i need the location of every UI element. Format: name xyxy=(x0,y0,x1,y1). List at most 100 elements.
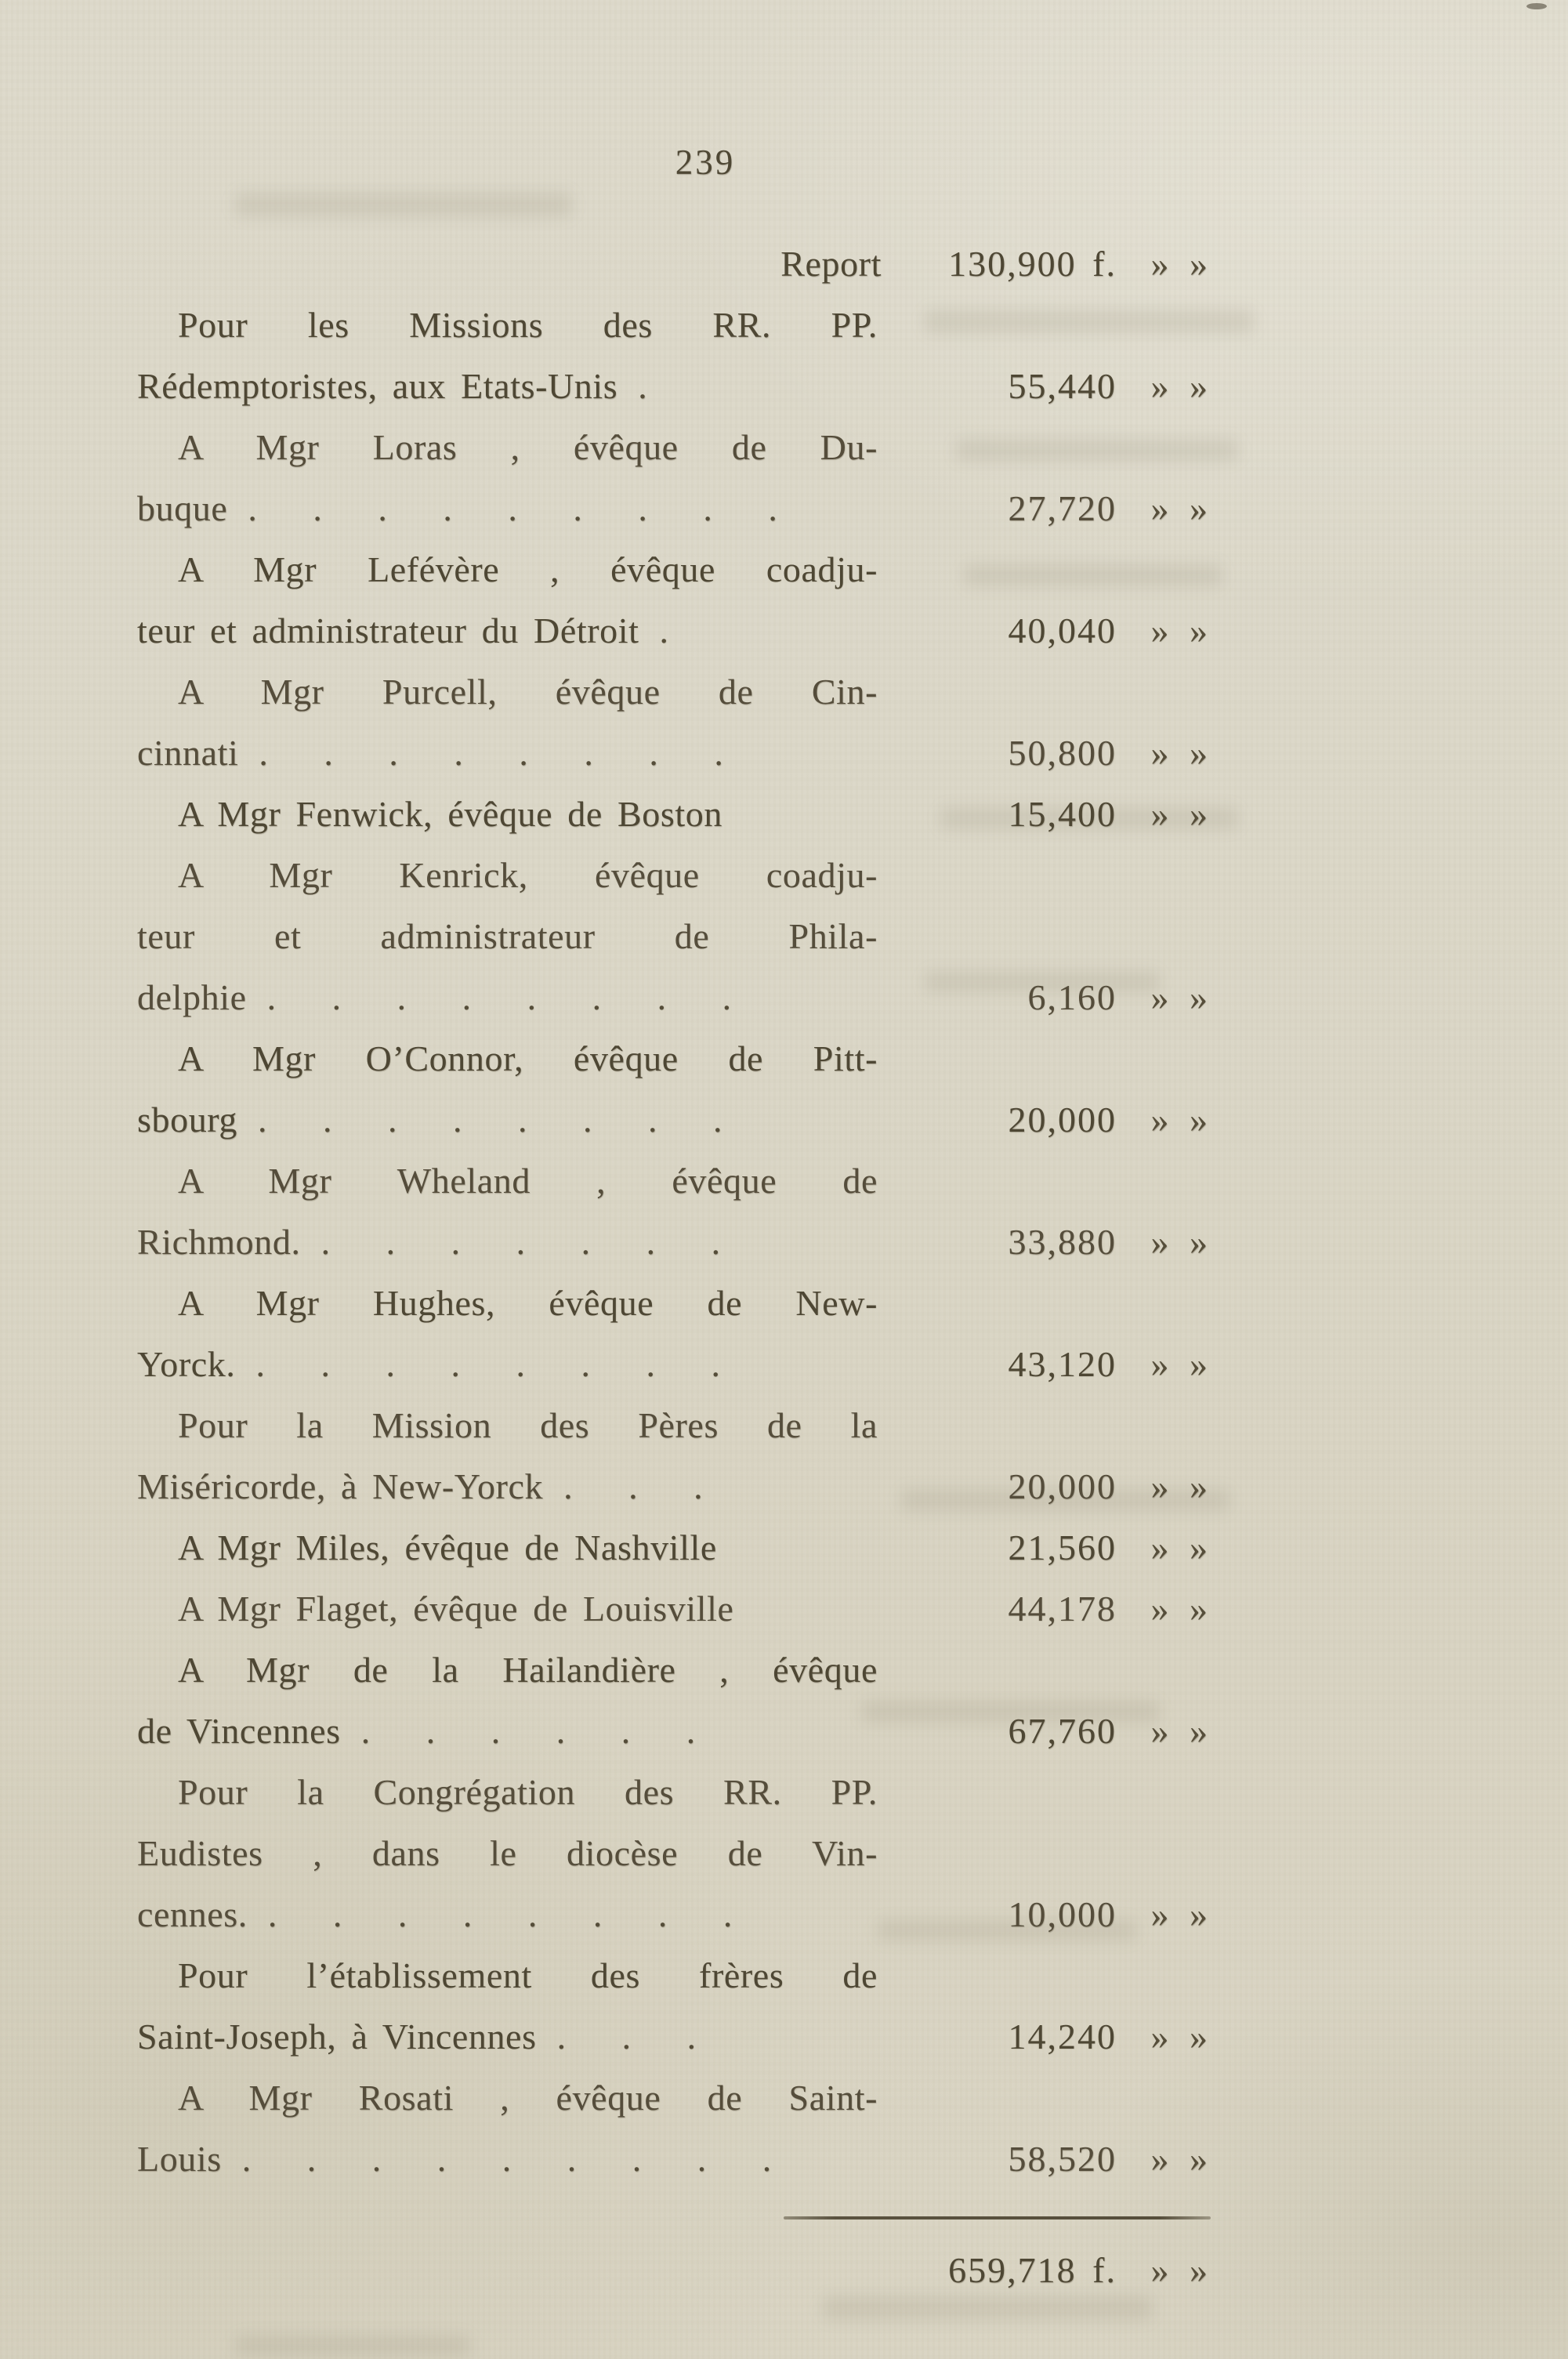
entry-text: A Mgr Miles, évêque de Nashville xyxy=(178,1527,717,1567)
dot-leader: . xyxy=(659,611,669,650)
amount-value: 50,800 xyxy=(1008,733,1117,773)
blank-centimes-marker: » » xyxy=(1150,2017,1211,2056)
entry-line: A Mgr Lefévère , évêque coadju- xyxy=(178,549,878,589)
dot-leader: . . . . . . . . xyxy=(267,1894,733,1934)
entry-line: A Mgr O’Connor, évêque de Pitt- xyxy=(178,1038,878,1078)
entry-line: A Mgr Loras , évêque de Du- xyxy=(178,427,878,467)
amount-value: 20,000 xyxy=(1008,1100,1117,1140)
blank-centimes-marker: » » xyxy=(1150,794,1211,834)
amount-value: 27,720 xyxy=(1008,488,1117,528)
dot-leader: . . . . . . . . . xyxy=(248,488,778,528)
blank-centimes-marker: » » xyxy=(1150,1100,1211,1140)
entry-line: A Mgr Rosati , évêque de Saint- xyxy=(178,2078,878,2118)
ledger-entry: A Mgr Purcell, évêque de Cin-cinnati . . … xyxy=(137,661,1211,784)
amount-value: 44,178 xyxy=(1008,1589,1117,1629)
entry-line: Yorck. . . . . . . . . 43,120 » » xyxy=(137,1334,1211,1395)
blank-centimes-marker: » » xyxy=(1150,1589,1211,1629)
entry-line: A Mgr Hughes, évêque de New- xyxy=(178,1283,878,1323)
dot-leader: . . . . . . . . xyxy=(259,733,724,773)
ledger-entry: A Mgr Flaget, évêque de Louisville 44,178… xyxy=(137,1578,1211,1640)
scan-speck xyxy=(1526,3,1547,9)
total-row: 659,718 f. » » xyxy=(137,2240,1211,2301)
entry-line: cinnati . . . . . . . . 50,800 » » xyxy=(137,723,1211,784)
entry-line: Saint-Joseph, à Vincennes . . . 14,240 » » xyxy=(137,2006,1211,2067)
entry-line: A Mgr de la Hailandière , évêque xyxy=(178,1650,878,1690)
ledger-entry: Pour l’établissement des frères de Saint-… xyxy=(137,1945,1211,2067)
entry-text: Louis xyxy=(137,2139,222,2179)
entry-text: Yorck. xyxy=(137,1344,236,1384)
entry-line: sbourg . . . . . . . . 20,000 » » xyxy=(137,1089,1211,1151)
amount-value: 21,560 xyxy=(1008,1527,1117,1567)
ledger-entry: A Mgr Rosati , évêque de Saint- Louis . . … xyxy=(137,2067,1211,2190)
report-label: Report xyxy=(780,244,882,284)
entry-text: teur et administrateur du Détroit xyxy=(137,611,639,650)
entry-line: Pour l’établissement des frères de xyxy=(178,1955,878,1995)
entry-line: Miséricorde, à New-Yorck . . . 20,000 » » xyxy=(137,1456,1211,1517)
blank-centimes-marker: » » xyxy=(1150,611,1211,650)
ledger-entry: A Mgr de la Hailandière , évêque de Vince… xyxy=(137,1640,1211,1762)
entry-text: Miséricorde, à New-Yorck xyxy=(137,1466,544,1506)
entry-line: Pour la Congrégation des RR. PP. xyxy=(178,1772,878,1812)
entry-line: Richmond. . . . . . . . 33,880 » » xyxy=(137,1212,1211,1273)
blank-centimes-marker: » » xyxy=(1150,1894,1211,1934)
blank-centimes-marker: » » xyxy=(1150,1711,1211,1751)
entry-text: Richmond. xyxy=(137,1222,301,1262)
amount-value: 40,040 xyxy=(1008,611,1117,650)
entry-line: Pour les Missions des RR. PP. xyxy=(178,305,878,345)
entry-text: cennes. xyxy=(137,1894,248,1934)
blank-centimes-marker: » » xyxy=(1150,244,1211,284)
entry-line: teur et administrateur du Détroit. 40,040… xyxy=(137,600,1211,661)
blank-centimes-marker: » » xyxy=(1150,1344,1211,1384)
total-rule xyxy=(784,2216,1211,2219)
blank-centimes-marker: » » xyxy=(1150,1466,1211,1506)
entry-line: A Mgr Flaget, évêque de Louisville 44,178… xyxy=(137,1578,1211,1640)
ledger-entry: A Mgr Hughes, évêque de New- Yorck. . . . … xyxy=(137,1273,1211,1395)
entry-line: delphie . . . . . . . . 6,160 » » xyxy=(137,967,1211,1028)
ledger-entry: Pour les Missions des RR. PP. Rédemptoris… xyxy=(137,295,1211,417)
blank-centimes-marker: » » xyxy=(1150,2139,1211,2179)
ledger-entries: Pour les Missions des RR. PP. Rédemptoris… xyxy=(137,295,1211,2190)
entry-line: buque . . . . . . . . . 27,720 » » xyxy=(137,478,1211,539)
dot-leader: . . . xyxy=(563,1466,704,1506)
dot-leader: . . . . . . xyxy=(360,1711,697,1751)
entry-line: Louis . . . . . . . . . 58,520 » » xyxy=(137,2129,1211,2190)
amount-value: 10,000 xyxy=(1008,1894,1117,1934)
ledger-entry: A Mgr Loras , évêque de Du-buque . . . . … xyxy=(137,417,1211,539)
entry-line: A Mgr Wheland , évêque de xyxy=(178,1161,878,1201)
amount-value: 14,240 xyxy=(1008,2017,1117,2056)
entry-line: Pour la Mission des Pères de la xyxy=(178,1405,878,1445)
show-through-mark xyxy=(235,2335,470,2356)
ledger-entry: A Mgr Fenwick, évêque de Boston 15,400 » » xyxy=(137,784,1211,845)
entry-line: Eudistes , dans le diocèse de Vin- xyxy=(137,1833,878,1873)
entry-line: A Mgr Miles, évêque de Nashville 21,560 » … xyxy=(137,1517,1211,1578)
entry-line: de Vincennes . . . . . . 67,760 » » xyxy=(137,1701,1211,1762)
entry-text: sbourg xyxy=(137,1100,237,1140)
entry-text: Saint-Joseph, à Vincennes xyxy=(137,2017,537,2056)
blank-centimes-marker: » » xyxy=(1150,977,1211,1017)
amount-value: 67,760 xyxy=(1008,1711,1117,1751)
blank-centimes-marker: » » xyxy=(1150,2250,1211,2290)
ledger-entry: A Mgr Lefévère , évêque coadju-teur et a… xyxy=(137,539,1211,661)
ledger-entry: A Mgr Miles, évêque de Nashville 21,560 » … xyxy=(137,1517,1211,1578)
ledger-entry: Pour la Mission des Pères de la Miséricor… xyxy=(137,1395,1211,1517)
amount-value: 33,880 xyxy=(1008,1222,1117,1262)
page-content: 239 Report 130,900 f. » » Pour les Missi… xyxy=(137,132,1211,2301)
blank-centimes-marker: » » xyxy=(1150,488,1211,528)
total-amount: 659,718 f. xyxy=(948,2250,1117,2290)
entry-text: delphie xyxy=(137,977,247,1017)
amount-value: 20,000 xyxy=(1008,1466,1117,1506)
dot-leader: . xyxy=(638,366,648,406)
ledger-entry: A Mgr Wheland , évêque de Richmond. . . . … xyxy=(137,1151,1211,1273)
entry-line: A Mgr Kenrick, évêque coadju- xyxy=(178,855,878,895)
amount-value: 15,400 xyxy=(1008,794,1117,834)
blank-centimes-marker: » » xyxy=(1150,733,1211,773)
amount-value: 58,520 xyxy=(1008,2139,1117,2179)
amount-value: 6,160 xyxy=(1027,977,1117,1017)
blank-centimes-marker: » » xyxy=(1150,366,1211,406)
entry-line: A Mgr Fenwick, évêque de Boston 15,400 » » xyxy=(137,784,1211,845)
ledger-entry: A Mgr Kenrick, évêque coadju-teur et adm… xyxy=(137,845,1211,1028)
amount-value: 55,440 xyxy=(1008,366,1117,406)
dot-leader: . . . . . . . . xyxy=(266,977,733,1017)
entry-text: A Mgr Fenwick, évêque de Boston xyxy=(178,794,722,834)
